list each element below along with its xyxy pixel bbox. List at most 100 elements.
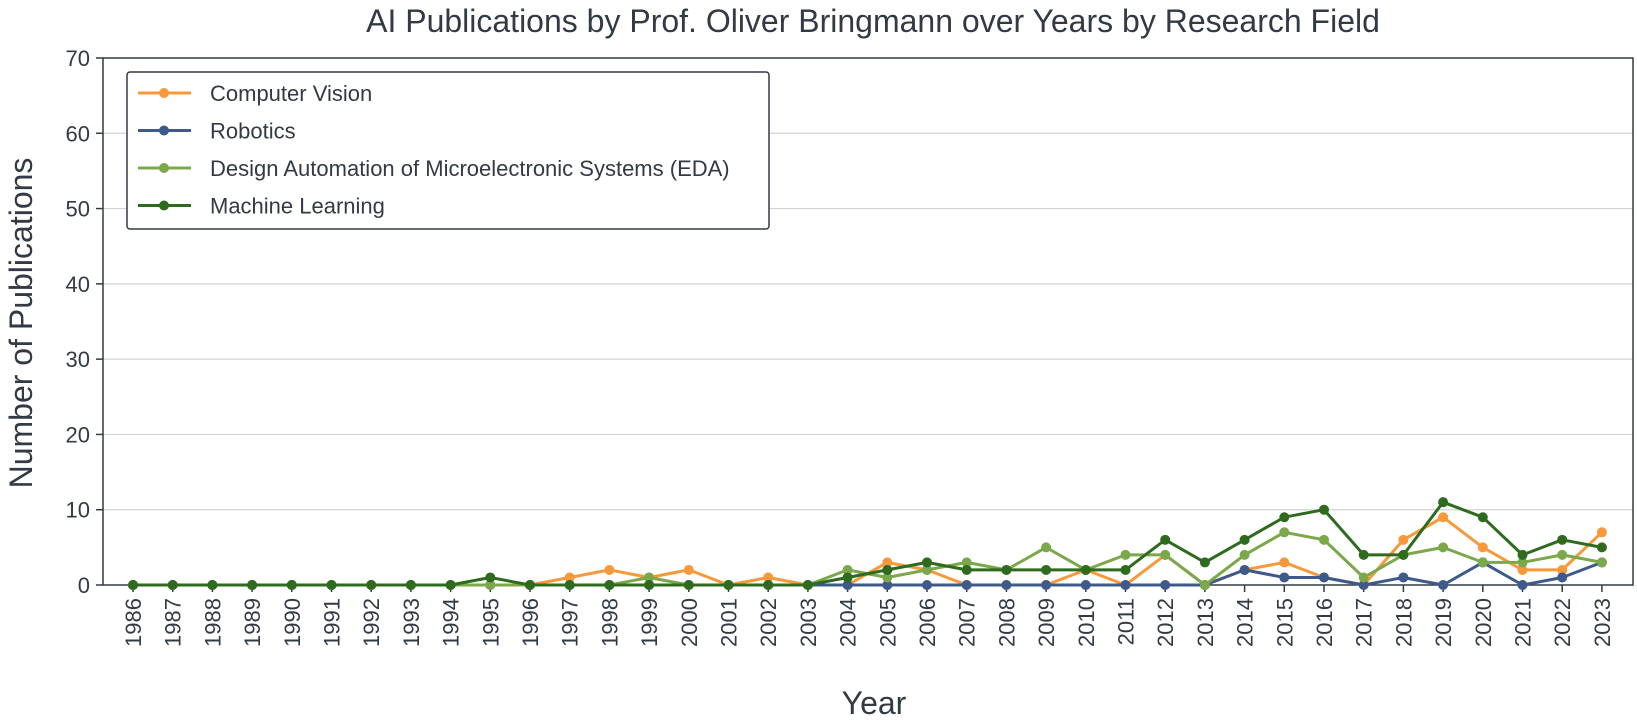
- data-point: [1239, 549, 1250, 560]
- data-point: [763, 580, 774, 590]
- y-tick-label: 10: [66, 498, 90, 523]
- data-point: [604, 564, 615, 575]
- legend-label: Machine Learning: [210, 194, 385, 219]
- data-point: [167, 580, 178, 590]
- data-point: [1239, 564, 1250, 575]
- data-point: [882, 572, 893, 583]
- y-tick-label: 60: [66, 121, 90, 146]
- legend-item: Design Automation of Microelectronic Sys…: [138, 156, 730, 181]
- x-tick-label: 2000: [677, 598, 702, 647]
- data-point: [1319, 504, 1329, 515]
- legend-label: Computer Vision: [210, 81, 372, 106]
- data-point: [1358, 572, 1369, 583]
- data-point: [961, 557, 972, 568]
- data-point: [1477, 542, 1488, 553]
- data-point: [1517, 580, 1528, 590]
- data-point: [922, 557, 932, 568]
- data-point: [644, 572, 655, 583]
- data-point: [1239, 534, 1250, 545]
- data-point: [763, 572, 774, 583]
- data-point: [1398, 572, 1409, 583]
- data-point: [326, 580, 337, 590]
- x-tick-label: 2004: [836, 598, 861, 647]
- x-tick-label: 1990: [280, 598, 305, 647]
- data-point: [842, 572, 853, 583]
- y-tick-label: 0: [78, 573, 90, 598]
- x-tick-label: 2022: [1550, 598, 1575, 647]
- y-tick-label: 50: [66, 197, 90, 222]
- data-point: [882, 564, 893, 575]
- data-point: [1438, 580, 1449, 590]
- x-tick-label: 1986: [121, 598, 146, 647]
- data-point: [1160, 549, 1171, 560]
- y-tick-label: 40: [66, 272, 90, 297]
- x-tick-label: 2013: [1193, 598, 1218, 647]
- x-tick-label: 2003: [796, 598, 821, 647]
- x-tick-label: 1989: [240, 598, 265, 647]
- legend-item: Machine Learning: [138, 194, 385, 219]
- data-point: [1279, 512, 1290, 523]
- x-tick-label: 1994: [439, 598, 464, 647]
- x-tick-label: 1999: [637, 598, 662, 647]
- data-point: [1160, 580, 1171, 590]
- x-tick-label: 2016: [1312, 598, 1337, 647]
- data-point: [1199, 557, 1210, 568]
- data-point: [1477, 512, 1488, 523]
- data-point: [683, 564, 694, 575]
- data-point: [842, 580, 853, 590]
- legend-item: Robotics: [138, 119, 296, 144]
- x-tick-label: 1991: [320, 598, 345, 647]
- legend-label: Robotics: [210, 119, 296, 144]
- data-point: [1041, 580, 1052, 590]
- data-point: [604, 580, 615, 590]
- data-point: [1557, 534, 1568, 545]
- data-point: [1358, 580, 1369, 590]
- data-point: [405, 580, 416, 590]
- x-tick-label: 1993: [399, 598, 424, 647]
- x-tick-label: 1995: [478, 598, 503, 647]
- x-tick-label: 2015: [1272, 598, 1297, 647]
- y-tick-label: 20: [66, 422, 90, 447]
- data-point: [564, 580, 575, 590]
- series-0: [128, 512, 1607, 590]
- data-point: [1398, 534, 1409, 545]
- x-tick-label: 2014: [1233, 598, 1258, 647]
- data-point: [1319, 534, 1329, 545]
- x-tick-label: 2001: [717, 598, 742, 647]
- legend-swatch-marker: [159, 200, 169, 211]
- x-tick-label: 1987: [161, 598, 186, 647]
- series-3: [128, 497, 1607, 590]
- x-tick-label: 1988: [200, 598, 225, 647]
- data-point: [1160, 534, 1171, 545]
- data-point: [1279, 572, 1290, 583]
- legend-swatch-marker: [159, 163, 169, 173]
- data-point: [445, 580, 456, 590]
- data-point: [366, 580, 377, 590]
- y-tick-label: 30: [66, 347, 90, 372]
- data-point: [1517, 557, 1528, 568]
- x-tick-label: 2009: [1034, 598, 1059, 647]
- legend-swatch-marker: [159, 88, 169, 98]
- x-tick-label: 2018: [1391, 598, 1416, 647]
- data-point: [485, 572, 496, 583]
- x-tick-label: 2020: [1471, 598, 1496, 647]
- legend-swatch-marker: [159, 125, 169, 136]
- data-point: [723, 580, 734, 590]
- x-tick-label: 2019: [1431, 598, 1456, 647]
- x-tick-label: 1996: [518, 598, 543, 647]
- data-point: [922, 580, 932, 590]
- data-point: [247, 580, 258, 590]
- data-point: [1120, 580, 1131, 590]
- legend-label: Design Automation of Microelectronic Sys…: [210, 156, 730, 181]
- x-tick-label: 2011: [1114, 598, 1139, 645]
- data-point: [1120, 549, 1131, 560]
- data-point: [1041, 542, 1052, 553]
- data-point: [207, 580, 218, 590]
- x-tick-label: 2002: [756, 598, 781, 647]
- data-point: [644, 580, 655, 590]
- data-point: [1557, 564, 1568, 575]
- data-point: [1596, 527, 1607, 538]
- x-tick-label: 2017: [1352, 598, 1377, 647]
- data-point: [1477, 557, 1488, 568]
- x-tick-label: 2021: [1511, 598, 1536, 647]
